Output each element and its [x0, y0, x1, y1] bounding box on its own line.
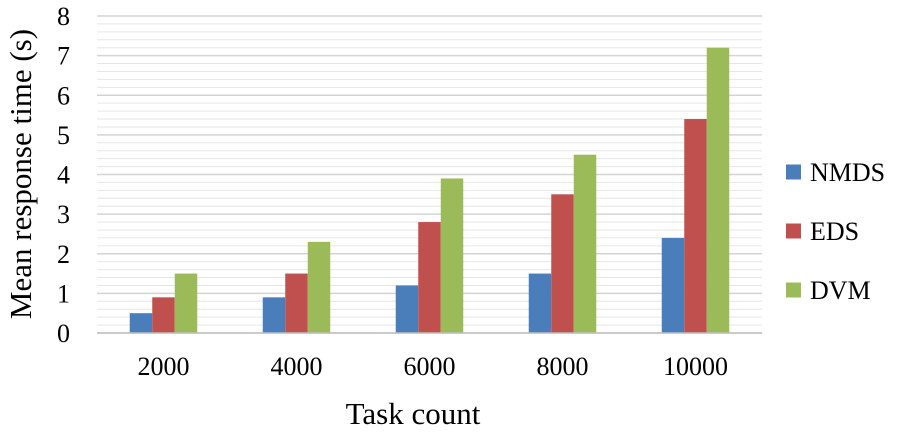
y-tick-label: 3: [57, 200, 70, 229]
bar-eds-2000: [152, 297, 175, 333]
legend-swatch-dvm: [786, 282, 801, 298]
y-tick-label: 5: [57, 121, 70, 150]
x-tick-label: 6000: [404, 352, 456, 381]
legend-swatch-nmds: [786, 164, 801, 180]
y-tick-label: 4: [57, 161, 70, 190]
legend-label-dvm: DVM: [810, 276, 871, 305]
y-tick-label: 2: [57, 240, 70, 269]
bar-dvm-10000: [706, 47, 730, 333]
bars: [129, 47, 730, 334]
legend-label-eds: EDS: [810, 217, 859, 246]
bar-nmds-4000: [262, 297, 286, 333]
bar-dvm-2000: [174, 273, 198, 333]
y-tick-label: 1: [57, 279, 70, 308]
bar-dvm-6000: [440, 178, 464, 333]
bar-dvm-4000: [307, 241, 331, 333]
bar-nmds-10000: [661, 237, 685, 333]
x-tick-label: 8000: [537, 352, 589, 381]
y-tick-label: 8: [57, 2, 70, 31]
x-axis-title: Task count: [346, 396, 481, 431]
bar-nmds-2000: [129, 313, 153, 333]
bar-eds-6000: [418, 222, 441, 333]
legend: NMDS EDS DVM: [786, 158, 885, 305]
x-tick-label: 10000: [663, 352, 728, 381]
axes: 0 1 2 3 4 5 6 7 8 2000 4000 6000 8000 10000: [57, 2, 762, 381]
y-axis-title: Mean response time (s): [3, 29, 38, 319]
x-tick-label: 2000: [138, 352, 190, 381]
legend-swatch-eds: [786, 223, 801, 239]
bar-nmds-6000: [395, 285, 419, 333]
bar-eds-8000: [551, 194, 574, 333]
x-tick-label: 4000: [271, 352, 323, 381]
bar-nmds-8000: [528, 273, 552, 333]
bar-eds-10000: [684, 119, 707, 334]
y-tick-label: 0: [57, 319, 70, 348]
bar-eds-4000: [285, 273, 308, 333]
y-tick-label: 6: [57, 81, 70, 110]
legend-label-nmds: NMDS: [810, 158, 885, 187]
bar-dvm-8000: [573, 154, 597, 333]
y-tick-label: 7: [57, 42, 70, 71]
